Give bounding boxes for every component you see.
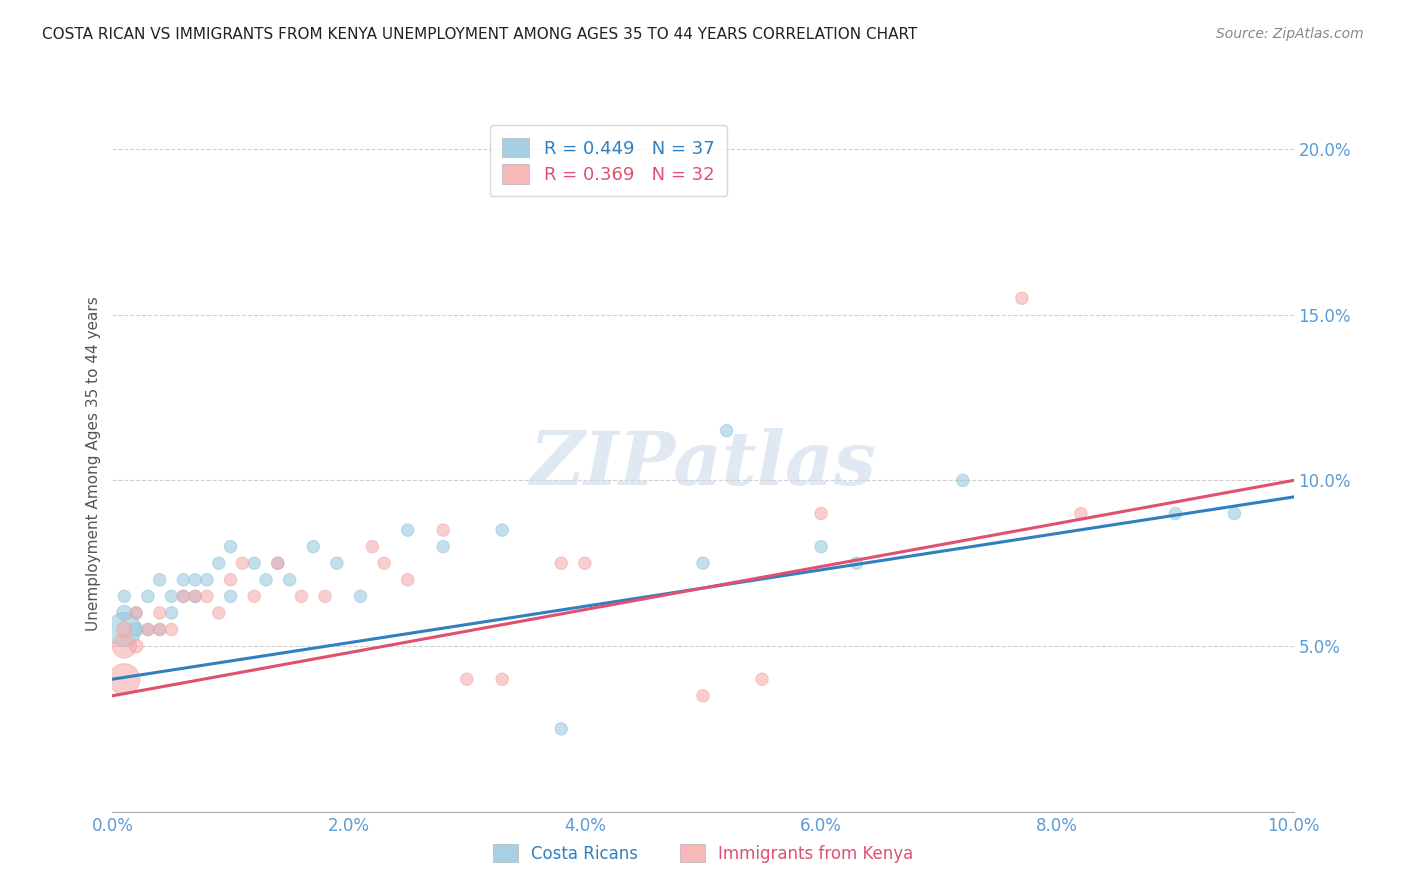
Point — [208, 606, 231, 620]
Legend: Costa Ricans, Immigrants from Kenya: Costa Ricans, Immigrants from Kenya — [482, 834, 924, 873]
Point — [112, 623, 135, 637]
Point — [195, 573, 218, 587]
Point — [184, 590, 207, 604]
Point — [278, 573, 301, 587]
Point — [112, 590, 135, 604]
Point — [112, 623, 135, 637]
Point — [396, 523, 419, 537]
Point — [136, 623, 159, 637]
Point — [1070, 507, 1092, 521]
Point — [125, 623, 148, 637]
Point — [112, 672, 135, 686]
Point — [302, 540, 325, 554]
Point — [550, 556, 572, 570]
Point — [267, 556, 290, 570]
Point — [125, 606, 148, 620]
Point — [845, 556, 868, 570]
Point — [432, 540, 454, 554]
Point — [149, 623, 172, 637]
Point — [112, 606, 135, 620]
Point — [149, 606, 172, 620]
Point — [491, 523, 513, 537]
Point — [952, 474, 974, 488]
Point — [491, 672, 513, 686]
Point — [290, 590, 312, 604]
Point — [432, 523, 454, 537]
Point — [692, 556, 714, 570]
Point — [373, 556, 395, 570]
Point — [396, 573, 419, 587]
Point — [184, 590, 207, 604]
Point — [125, 606, 148, 620]
Point — [361, 540, 384, 554]
Point — [149, 573, 172, 587]
Point — [326, 556, 349, 570]
Point — [1223, 507, 1246, 521]
Point — [172, 590, 194, 604]
Point — [314, 590, 336, 604]
Point — [243, 590, 266, 604]
Point — [160, 606, 183, 620]
Point — [349, 590, 371, 604]
Point — [692, 689, 714, 703]
Point — [219, 573, 242, 587]
Point — [751, 672, 773, 686]
Point — [172, 573, 194, 587]
Point — [716, 424, 738, 438]
Point — [184, 573, 207, 587]
Point — [456, 672, 478, 686]
Point — [1011, 291, 1033, 305]
Point — [219, 590, 242, 604]
Point — [810, 540, 832, 554]
Point — [112, 639, 135, 653]
Point — [136, 590, 159, 604]
Point — [254, 573, 277, 587]
Point — [160, 623, 183, 637]
Point — [574, 556, 596, 570]
Text: ZIPatlas: ZIPatlas — [530, 427, 876, 500]
Point — [195, 590, 218, 604]
Point — [172, 590, 194, 604]
Point — [160, 590, 183, 604]
Point — [267, 556, 290, 570]
Point — [550, 722, 572, 736]
Text: Source: ZipAtlas.com: Source: ZipAtlas.com — [1216, 27, 1364, 41]
Point — [219, 540, 242, 554]
Point — [231, 556, 253, 570]
Point — [136, 623, 159, 637]
Point — [125, 639, 148, 653]
Point — [149, 623, 172, 637]
Y-axis label: Unemployment Among Ages 35 to 44 years: Unemployment Among Ages 35 to 44 years — [86, 296, 101, 632]
Point — [208, 556, 231, 570]
Point — [243, 556, 266, 570]
Point — [810, 507, 832, 521]
Point — [1164, 507, 1187, 521]
Text: COSTA RICAN VS IMMIGRANTS FROM KENYA UNEMPLOYMENT AMONG AGES 35 TO 44 YEARS CORR: COSTA RICAN VS IMMIGRANTS FROM KENYA UNE… — [42, 27, 918, 42]
